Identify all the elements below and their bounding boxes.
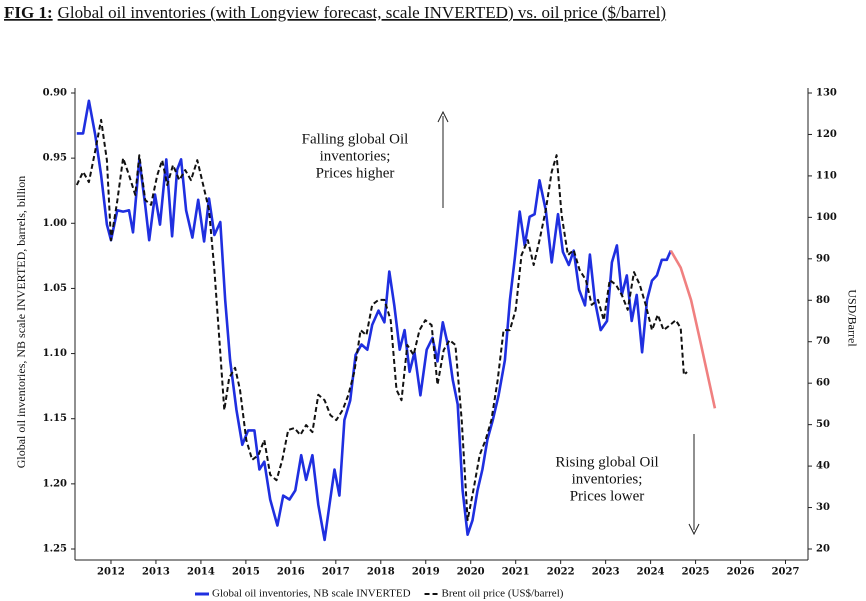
y2-tick-label: 80 [816, 295, 830, 306]
y2-tick-label: 20 [816, 544, 830, 555]
y-tick-label: 1.15 [43, 413, 67, 424]
y2-tick-label: 60 [816, 378, 830, 389]
annotation: Prices lower [570, 488, 645, 504]
x-tick-label: 2016 [277, 567, 305, 578]
y2-tick-label: 90 [816, 253, 830, 264]
x-tick-label: 2014 [187, 567, 215, 578]
x-tick-label: 2019 [412, 567, 440, 578]
figure-label: FIG 1: [4, 3, 53, 22]
annotation: inventories; [320, 148, 391, 164]
series-line [75, 118, 688, 521]
y-tick-label: 1.05 [43, 283, 67, 294]
y-tick-label: 1.10 [43, 348, 67, 359]
y-tick-label: 0.95 [43, 153, 67, 164]
x-tick-label: 2020 [457, 567, 485, 578]
x-tick-label: 2018 [367, 567, 395, 578]
y2-tick-label: 100 [816, 212, 837, 223]
y-tick-label: 1.25 [43, 544, 67, 555]
legend-label: Global oil inventories, NB scale INVERTE… [212, 588, 411, 600]
chart-title: FIG 1: Global oil inventories (with Longv… [4, 3, 666, 22]
arrow-down [688, 434, 700, 536]
y2-axis-label: USD/Barrel [845, 289, 859, 347]
arrow-up [437, 110, 449, 208]
series-line [76, 99, 672, 542]
y-axis-label: Global oil inventories, NB scale INVERTE… [14, 176, 28, 469]
x-tick-label: 2021 [502, 567, 530, 578]
x-tick-label: 2013 [142, 567, 170, 578]
annotation: Rising global Oil [555, 454, 658, 470]
x-tick-label: 2015 [232, 567, 260, 578]
y2-tick-label: 120 [816, 129, 837, 140]
x-tick-label: 2012 [97, 567, 125, 578]
y2-tick-label: 30 [816, 502, 830, 513]
y2-tick-label: 110 [816, 170, 837, 181]
annotation: Prices higher [316, 165, 395, 181]
x-tick-label: 2022 [547, 567, 575, 578]
x-tick-label: 2027 [772, 567, 800, 578]
y2-tick-label: 40 [816, 461, 830, 472]
y-tick-label: 0.90 [43, 88, 67, 99]
x-tick-label: 2023 [592, 567, 620, 578]
x-tick-label: 2026 [727, 567, 755, 578]
y2-tick-label: 130 [816, 88, 837, 99]
series-line [669, 249, 717, 409]
y2-tick-label: 70 [816, 336, 830, 347]
y-tick-label: 1.00 [43, 218, 67, 229]
y-tick-label: 1.20 [43, 478, 67, 489]
legend-label: Brent oil price (US$/barrel) [442, 588, 564, 600]
title-text: Global oil inventories (with Longview fo… [58, 3, 666, 22]
y2-tick-label: 50 [816, 419, 830, 430]
annotation: inventories; [572, 471, 643, 487]
annotation: Falling global Oil [302, 131, 409, 147]
x-tick-label: 2024 [637, 567, 665, 578]
x-tick-label: 2025 [682, 567, 710, 578]
x-tick-label: 2017 [322, 567, 350, 578]
